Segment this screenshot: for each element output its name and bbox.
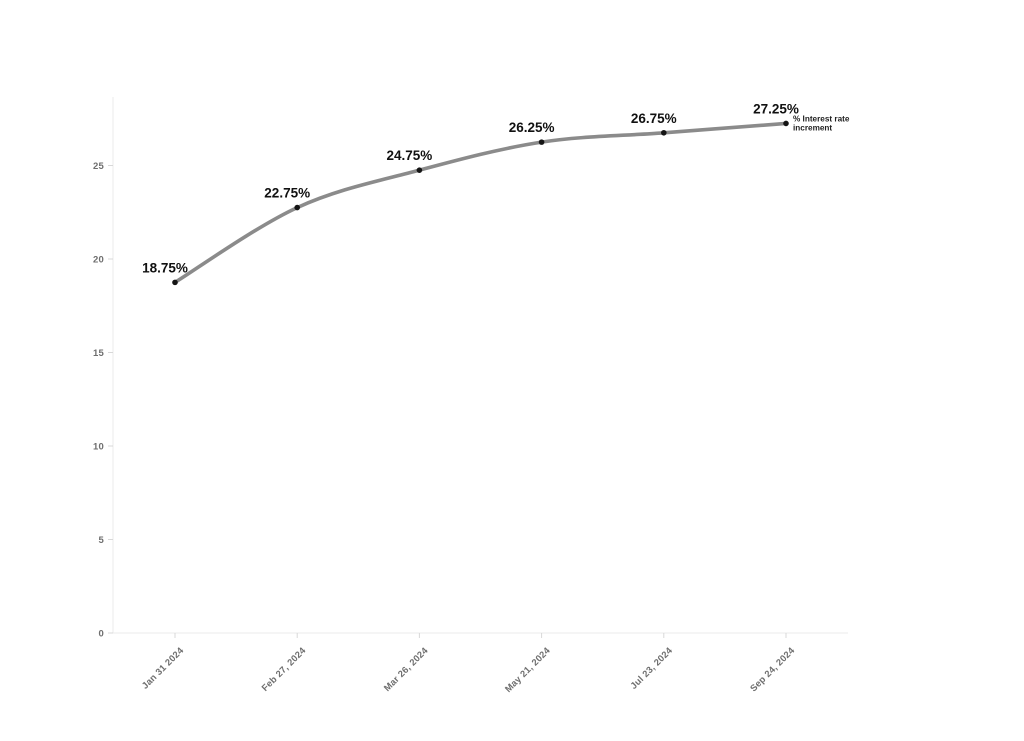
- x-tick-label: Jan 31 2024: [140, 645, 186, 691]
- data-point: [538, 139, 545, 145]
- data-point-label: 24.75%: [387, 148, 433, 163]
- data-point: [294, 204, 301, 211]
- data-point: [661, 129, 667, 136]
- y-tick-label: 0: [99, 629, 104, 640]
- y-tick-label: 5: [99, 535, 105, 546]
- series-name-label: % Interest rate: [793, 114, 850, 123]
- data-point-label: 22.75%: [264, 186, 310, 201]
- y-tick-label: 10: [93, 442, 104, 453]
- data-point: [783, 120, 789, 127]
- data-point: [172, 279, 178, 286]
- x-tick-label: Feb 27, 2024: [260, 645, 308, 693]
- x-tick-label: Mar 26, 2024: [382, 645, 430, 693]
- x-tick-label: Sep 24, 2024: [748, 645, 797, 694]
- data-point: [416, 167, 423, 173]
- y-tick-label: 25: [93, 161, 104, 172]
- data-point-label: 18.75%: [142, 260, 188, 275]
- x-tick-label: Jul 23, 2024: [629, 645, 675, 691]
- data-point-label: 26.75%: [631, 111, 677, 126]
- data-point-label: 27.25%: [753, 101, 799, 116]
- x-tick-label: May 21, 2024: [503, 645, 552, 694]
- y-tick-label: 15: [93, 348, 104, 359]
- series-line: [173, 121, 788, 285]
- y-tick-label: 20: [93, 255, 104, 266]
- data-point-label: 26.25%: [509, 120, 555, 135]
- series-name-label: increment: [793, 123, 832, 132]
